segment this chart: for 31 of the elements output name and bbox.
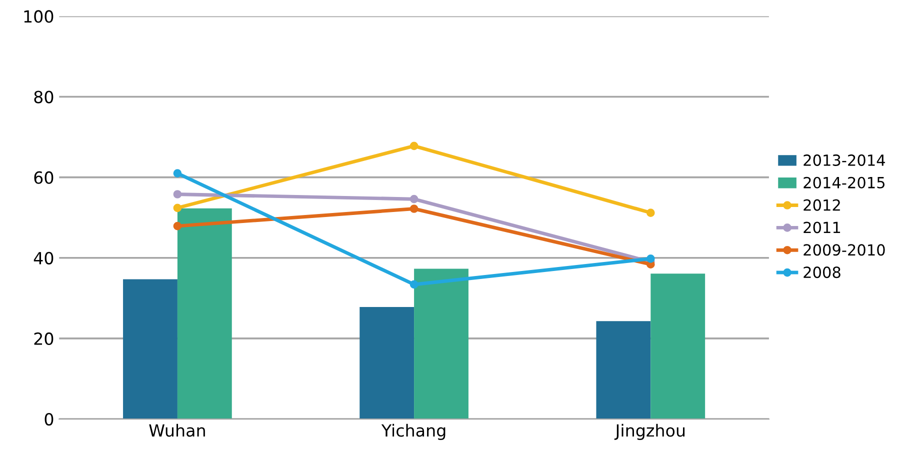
legend-label: 2014-2015 — [804, 176, 884, 188]
bar — [596, 321, 651, 420]
y-tick-label: 20 — [34, 332, 54, 346]
y-tick-label: 100 — [24, 10, 54, 23]
point — [410, 194, 418, 204]
point — [646, 208, 655, 217]
bar — [177, 208, 232, 420]
legend-label: 2012 — [804, 199, 840, 211]
y-tick-label: 60 — [34, 171, 54, 184]
y-tick-label: 40 — [34, 252, 54, 264]
bar — [360, 307, 414, 420]
point — [173, 222, 182, 230]
y-tick-label: 80 — [34, 90, 54, 104]
x-tick-label: Jingzhou — [614, 424, 685, 440]
legend-label: 2008 — [804, 266, 840, 278]
legend-label: 2013-2014 — [804, 154, 885, 166]
bar — [123, 279, 178, 420]
legend-label: 2011 — [804, 222, 840, 234]
bar — [650, 274, 706, 420]
point — [646, 254, 655, 263]
point — [410, 280, 418, 289]
bar — [414, 268, 468, 420]
point — [410, 204, 418, 213]
x-tick-label: Yichang — [381, 424, 446, 440]
point — [410, 142, 418, 150]
point — [173, 204, 182, 212]
point — [173, 169, 182, 178]
y-tick-label: 0 — [44, 412, 54, 426]
legend-label: 2009-2010 — [804, 244, 885, 256]
x-tick-label: Wuhan — [149, 424, 205, 437]
point — [173, 190, 182, 198]
